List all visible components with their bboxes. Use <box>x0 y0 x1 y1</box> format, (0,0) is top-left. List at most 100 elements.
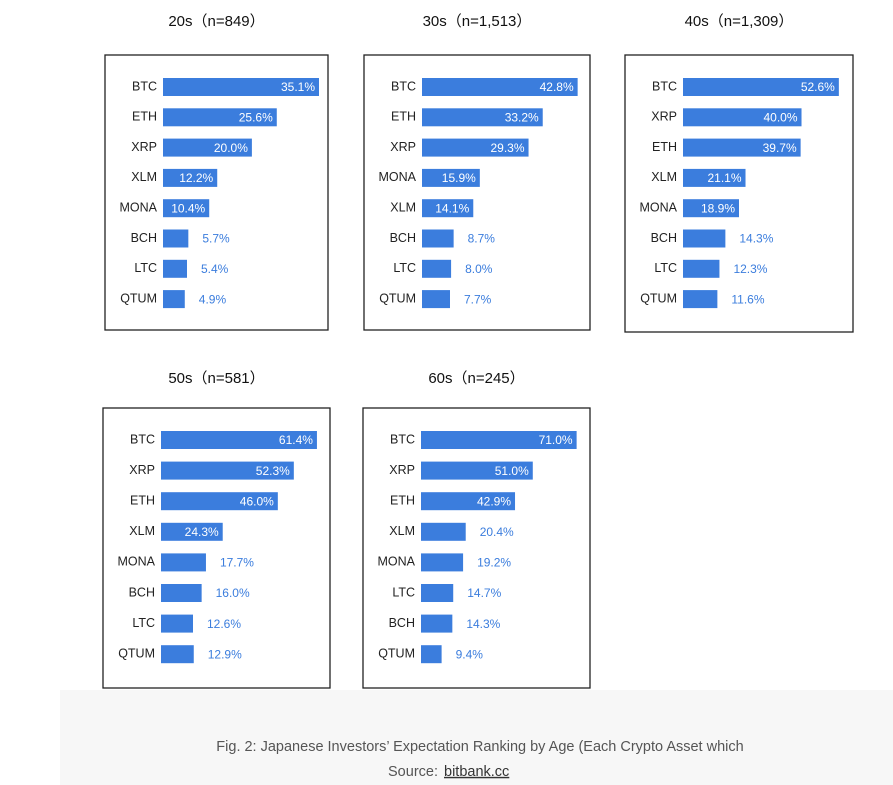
value-label: 4.9% <box>199 292 227 306</box>
bar <box>161 584 202 602</box>
value-label: 21.1% <box>707 171 741 185</box>
value-label: 52.6% <box>801 80 835 94</box>
bar <box>163 168 218 187</box>
bar <box>683 229 726 248</box>
category-label: XRP <box>390 140 416 154</box>
bar <box>161 522 223 541</box>
panel-frame <box>363 54 591 331</box>
value-label: 14.3% <box>739 232 773 246</box>
value-label: 39.7% <box>763 141 797 155</box>
value-label: 24.3% <box>185 525 219 539</box>
category-label: MONA <box>120 200 158 214</box>
value-label: 8.7% <box>468 232 496 246</box>
bar <box>421 461 533 480</box>
bar <box>421 553 464 572</box>
bar <box>421 584 454 602</box>
value-label: 15.9% <box>442 171 476 185</box>
value-label: 51.0% <box>495 464 529 478</box>
category-label: QTUM <box>378 646 415 660</box>
panel-frame <box>104 54 329 331</box>
category-label: XLM <box>390 200 416 214</box>
value-label: 40.0% <box>763 110 797 124</box>
bar <box>683 78 839 96</box>
bar <box>421 431 577 449</box>
category-label: XRP <box>129 463 155 477</box>
panel-frame <box>102 407 331 689</box>
category-label: BCH <box>129 585 155 599</box>
bar <box>422 229 454 248</box>
category-label: BTC <box>391 79 416 93</box>
panel-title: 20s（n=849） <box>168 13 264 30</box>
category-label: XLM <box>651 170 677 184</box>
category-label: ETH <box>391 110 416 124</box>
category-label: XLM <box>389 524 415 538</box>
value-label: 18.9% <box>701 201 735 215</box>
value-label: 14.3% <box>466 617 500 631</box>
value-label: 5.7% <box>202 232 230 246</box>
bar <box>422 290 450 309</box>
bar <box>683 290 718 309</box>
category-label: XRP <box>389 463 415 477</box>
bar <box>422 168 480 187</box>
bar <box>163 199 210 218</box>
bar <box>163 138 252 157</box>
value-label: 12.2% <box>179 171 213 185</box>
caption: Fig. 2: Japanese Investors’ Expectation … <box>216 739 743 755</box>
value-label: 10.4% <box>171 201 205 215</box>
category-label: MONA <box>378 555 416 569</box>
value-label: 7.7% <box>464 292 492 306</box>
value-label: 25.6% <box>239 110 273 124</box>
value-label: 14.7% <box>467 586 501 600</box>
bar <box>422 199 474 218</box>
value-label: 17.7% <box>220 556 254 570</box>
category-label: LTC <box>134 261 157 275</box>
bar <box>683 199 739 218</box>
bar <box>421 522 466 541</box>
category-label: QTUM <box>640 291 677 305</box>
bar <box>422 259 452 278</box>
category-label: BCH <box>651 231 677 245</box>
value-label: 12.6% <box>207 617 241 631</box>
panel-frame <box>362 407 591 689</box>
value-label: 9.4% <box>456 647 484 661</box>
value-label: 29.3% <box>491 141 525 155</box>
panel-title: 60s（n=245） <box>428 370 524 387</box>
category-label: QTUM <box>118 646 155 660</box>
value-label: 8.0% <box>465 262 493 276</box>
bar <box>161 461 294 480</box>
category-label: ETH <box>130 493 155 507</box>
bar <box>422 108 543 127</box>
bar <box>421 645 442 664</box>
category-label: ETH <box>390 493 415 507</box>
value-label: 71.0% <box>539 433 573 447</box>
bar <box>161 431 317 449</box>
bar <box>683 168 746 187</box>
category-label: BTC <box>132 79 157 93</box>
category-label: LTC <box>392 585 415 599</box>
category-label: XRP <box>131 140 157 154</box>
bar <box>161 553 206 572</box>
category-label: XLM <box>131 170 157 184</box>
panel-title: 30s（n=1,513） <box>423 13 532 30</box>
bar <box>163 290 185 309</box>
value-label: 35.1% <box>281 80 315 94</box>
bar <box>683 108 802 127</box>
value-label: 52.3% <box>256 464 290 478</box>
value-label: 20.0% <box>214 141 248 155</box>
category-label: MONA <box>640 200 678 214</box>
category-label: XRP <box>651 110 677 124</box>
bar <box>163 229 189 248</box>
bar <box>161 614 193 633</box>
value-label: 42.9% <box>477 494 511 508</box>
value-label: 16.0% <box>216 586 250 600</box>
category-label: LTC <box>654 261 677 275</box>
category-label: MONA <box>379 170 417 184</box>
category-label: BTC <box>130 432 155 446</box>
category-label: LTC <box>132 616 155 630</box>
source-link[interactable]: bitbank.cc <box>444 764 509 780</box>
category-label: BTC <box>390 432 415 446</box>
value-label: 12.3% <box>733 262 767 276</box>
category-label: QTUM <box>379 291 416 305</box>
